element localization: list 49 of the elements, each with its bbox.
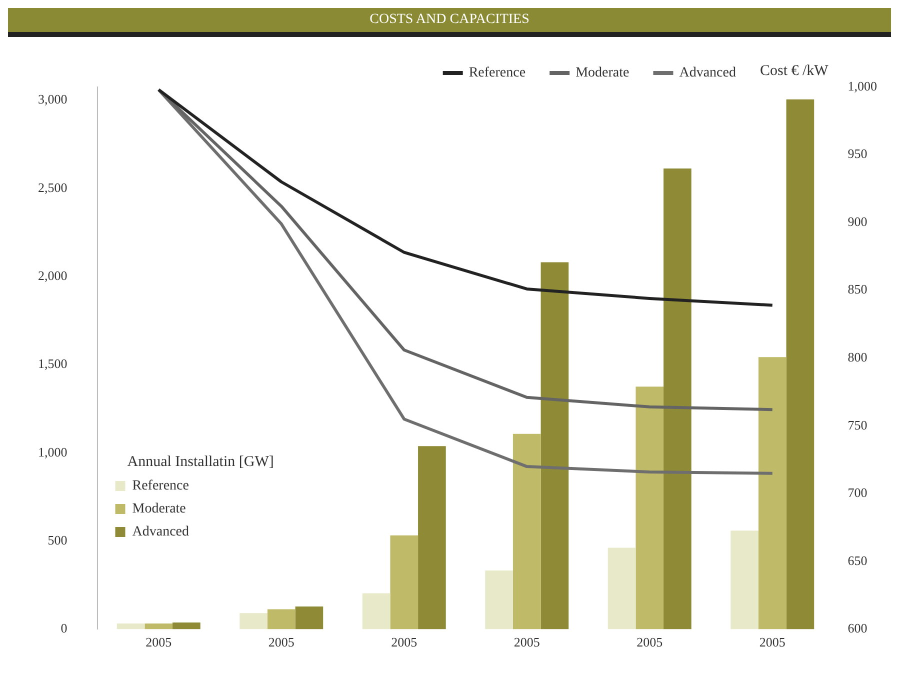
bar (418, 446, 446, 630)
bar (512, 434, 541, 630)
bar (540, 262, 569, 630)
x-tick-label: 2005 (636, 634, 663, 650)
legend-label: Advanced (132, 524, 190, 540)
bar (390, 535, 418, 630)
y-tick-label: 2,500 (38, 180, 68, 195)
x-tick-label: 2005 (268, 634, 294, 650)
y2-tick-label: 650 (848, 552, 868, 568)
legend-label: Moderate (132, 502, 186, 517)
bar (295, 606, 324, 630)
legend-label: Advanced (679, 66, 736, 81)
y2-tick-label: 700 (848, 485, 868, 500)
bar (786, 99, 814, 630)
bar (664, 168, 692, 630)
bar (608, 548, 636, 630)
x-tick-label: 2005 (146, 634, 172, 650)
y-tick-label: 3,000 (38, 92, 68, 107)
y2-tick-label: 800 (848, 350, 868, 365)
legend-label: Reference (468, 66, 526, 81)
y-tick-label: 500 (48, 532, 68, 548)
y-tick-label: 1,000 (38, 444, 68, 460)
bar (267, 609, 296, 630)
y2-tick-label: 900 (848, 214, 868, 229)
bar (730, 530, 758, 630)
y-tick-label: 0 (60, 620, 68, 636)
y2-tick-label: 950 (848, 146, 868, 162)
y2-axis-title: Cost € /kW (760, 62, 830, 79)
y-tick-label: 1,500 (38, 356, 68, 372)
chart-title: COSTS AND CAPACITIES (8, 8, 891, 37)
legend-title: Annual Installatin [GW] (127, 454, 274, 470)
y2-tick-label: 750 (848, 417, 868, 432)
x-tick-label: 2005 (391, 634, 418, 650)
legend-label: Reference (132, 478, 189, 494)
bar (240, 613, 268, 630)
x-tick-label: 2005 (759, 634, 786, 650)
bar (116, 624, 145, 630)
y2-tick-label: 850 (848, 282, 868, 297)
y2-tick-label: 1,000 (848, 78, 877, 94)
bar (362, 593, 390, 630)
x-tick-label: 2005 (514, 634, 540, 650)
bar (144, 624, 173, 630)
bar (758, 357, 786, 630)
y2-tick-label: 600 (848, 620, 868, 636)
legend-label: Moderate (576, 66, 630, 81)
bar (172, 622, 200, 630)
bar (485, 570, 513, 630)
y-tick-label: 2,000 (38, 268, 68, 283)
bar (636, 386, 664, 630)
